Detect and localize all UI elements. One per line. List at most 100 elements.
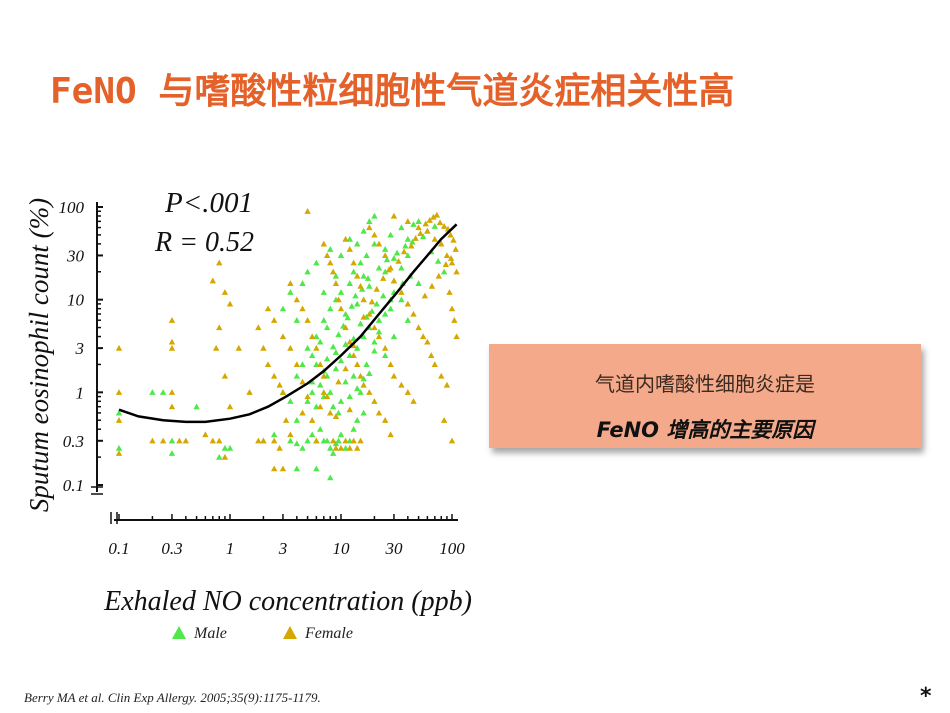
female-point [385, 266, 393, 273]
male-point [371, 240, 378, 247]
male-point [346, 235, 353, 242]
male-point [350, 372, 357, 379]
female-point [395, 258, 402, 264]
male-point [354, 385, 361, 392]
female-point [308, 333, 316, 340]
r-value-annotation: R = 0.52 [154, 227, 254, 258]
axes-layer: 100 30 10 3 1 0.3 0.1 0.1 0.3 1 3 10 30 100 [59, 198, 466, 558]
female-point [149, 437, 156, 444]
male-point [360, 272, 367, 279]
x-tick-label: 30 [384, 539, 403, 558]
male-point [398, 224, 405, 231]
male-point [354, 344, 361, 351]
female-point [354, 361, 361, 368]
female-point [346, 246, 353, 252]
slide-title: FeNO 与嗜酸性粒细胞性气道炎症相关性高 [50, 71, 735, 112]
female-point [209, 437, 217, 444]
y-tick-label: 0.1 [63, 476, 84, 495]
female-point [381, 252, 389, 259]
female-point [216, 259, 223, 266]
legend-male: Male [172, 625, 227, 643]
female-point [212, 344, 220, 351]
female-point [354, 444, 361, 451]
female-point [360, 313, 367, 320]
male-point [293, 417, 301, 423]
male-point [383, 256, 391, 263]
male-point [115, 444, 123, 451]
female-point [115, 450, 123, 456]
male-point [381, 268, 389, 275]
female-point [398, 289, 405, 295]
male-point [404, 252, 412, 259]
male-point [221, 444, 229, 451]
female-point [440, 223, 448, 229]
male-point [366, 218, 373, 224]
female-point [452, 246, 459, 252]
female-point [346, 406, 353, 413]
female-point [430, 213, 437, 220]
male-point [415, 218, 422, 224]
male-point [419, 233, 427, 240]
female-point [221, 453, 229, 460]
male-point [352, 292, 359, 299]
female-point [317, 361, 324, 368]
female-point [299, 378, 306, 385]
male-point [335, 409, 342, 416]
female-point [304, 393, 311, 400]
female-point [431, 235, 439, 242]
female-point [335, 378, 342, 385]
callout-box: 气道内嗜酸性细胞炎症是 FeNO 增高的主要原因 [489, 344, 921, 448]
female-point [450, 236, 457, 243]
female-point [221, 289, 229, 295]
female-point [373, 285, 380, 292]
female-point [371, 324, 378, 331]
male-point [323, 355, 331, 362]
male-point [354, 240, 361, 247]
female-point [270, 317, 278, 323]
female-point [255, 324, 262, 331]
male-point [313, 259, 320, 266]
female-point [304, 208, 311, 214]
female-point [448, 259, 456, 266]
female-point [209, 277, 217, 284]
female-point [360, 296, 367, 303]
female-point [332, 413, 340, 419]
female-point [433, 211, 441, 218]
male-point [371, 347, 378, 354]
female-point [442, 261, 450, 268]
female-point [332, 444, 340, 451]
male-point [381, 246, 389, 252]
female-point [408, 242, 415, 249]
female-point [168, 344, 176, 351]
female-point [216, 437, 223, 444]
y-axis-label: Sputum eosinophil count (%) [24, 198, 54, 512]
female-point [299, 305, 306, 312]
female-point [453, 268, 460, 275]
male-point [299, 444, 306, 451]
female-point [332, 280, 340, 286]
male-point [308, 378, 316, 385]
x-tick-label: 1 [226, 539, 235, 558]
female-point [221, 372, 229, 379]
female-point [329, 268, 337, 275]
male-point [293, 440, 301, 447]
corner-mark: * [920, 684, 932, 709]
male-point [337, 289, 345, 295]
female-point [115, 417, 123, 423]
male-point [332, 349, 340, 355]
female-point [410, 310, 417, 317]
x-tick-label: 3 [278, 539, 288, 558]
male-point [332, 272, 340, 279]
female-point [443, 381, 451, 388]
female-point [357, 372, 364, 379]
male-point [313, 333, 320, 340]
male-point [393, 249, 401, 256]
female-point [168, 403, 176, 410]
male-point [317, 381, 324, 388]
legend-female-label: Female [305, 625, 353, 642]
female-point [270, 372, 278, 379]
female-point [398, 381, 405, 388]
female-point [329, 437, 337, 444]
female-point [270, 465, 278, 472]
female-point [323, 393, 331, 400]
